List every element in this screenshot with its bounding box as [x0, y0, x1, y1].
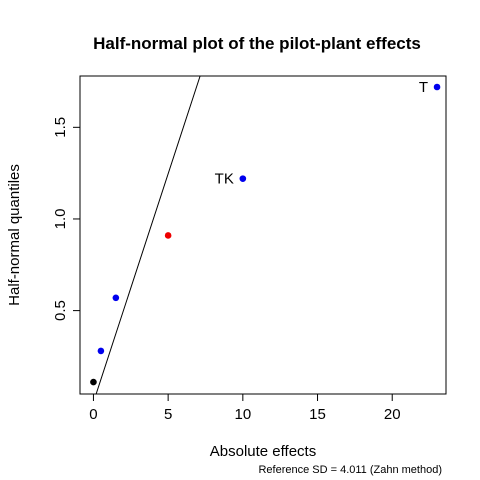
- data-point: [97, 347, 105, 355]
- y-axis-label: Half-normal quantiles: [6, 164, 23, 306]
- axis-ticks: 0 5 10 15 20 0.5 1.0 1.5: [52, 117, 401, 423]
- point-label: TK: [215, 171, 234, 188]
- y-tick-label: 1.5: [52, 117, 69, 138]
- y-tick-label: 1.0: [52, 209, 69, 230]
- reference-line: [95, 75, 201, 395]
- x-tick-label: 5: [164, 406, 172, 423]
- x-axis-label: Absolute effects: [210, 443, 316, 460]
- data-point: [112, 294, 120, 302]
- data-point: [433, 83, 441, 91]
- point-label: T: [419, 79, 428, 96]
- x-tick-label: 20: [384, 406, 401, 423]
- x-tick-label: 15: [309, 406, 326, 423]
- data-points: TK T: [90, 79, 441, 386]
- plot-frame: [79, 75, 447, 395]
- x-tick-label: 10: [234, 406, 251, 423]
- y-tick-label: 0.5: [52, 300, 69, 321]
- data-point: [164, 232, 172, 239]
- data-point: [90, 378, 97, 386]
- x-tick-label: 0: [89, 406, 97, 423]
- data-point: [239, 175, 247, 182]
- chart-title: Half-normal plot of the pilot-plant effe…: [93, 34, 421, 53]
- reference-sd-note: Reference SD = 4.011 (Zahn method): [258, 464, 442, 476]
